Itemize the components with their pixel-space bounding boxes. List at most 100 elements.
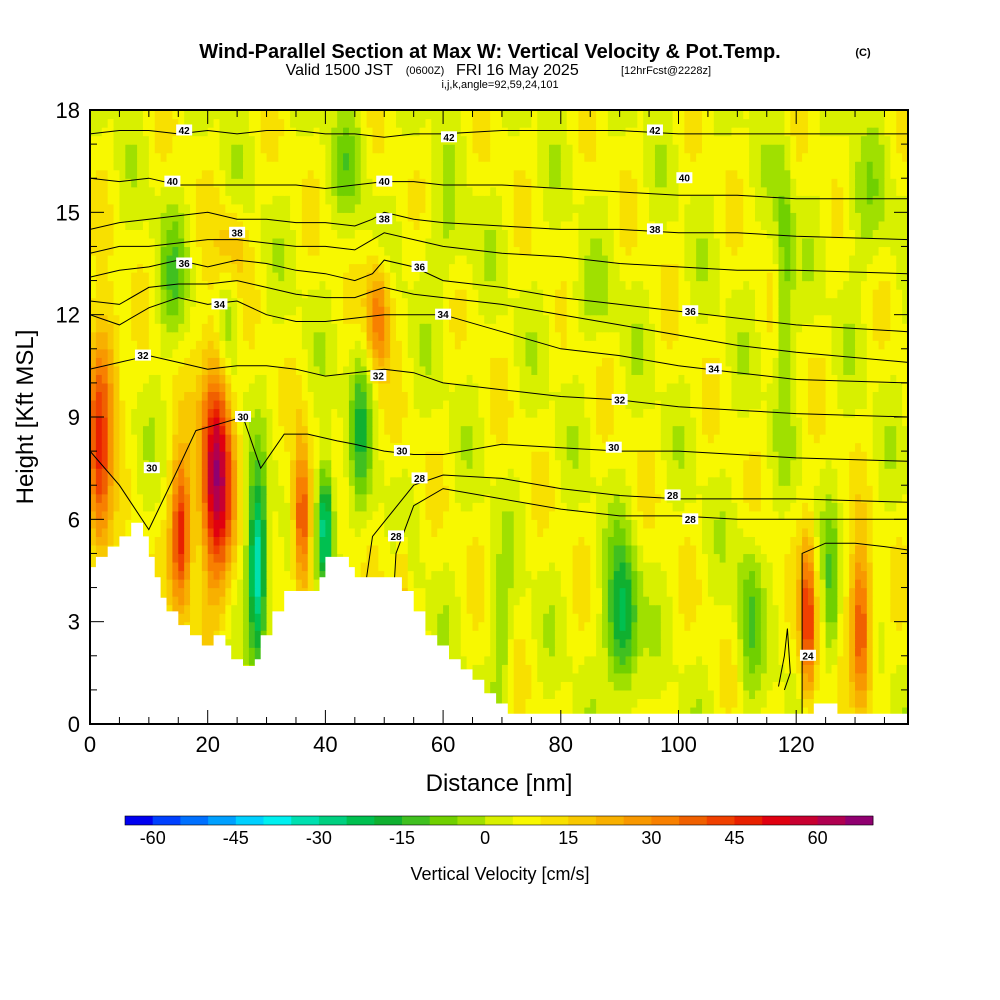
velocity-cell xyxy=(378,527,385,537)
velocity-cell xyxy=(866,468,874,478)
velocity-cell xyxy=(537,493,544,503)
velocity-cell xyxy=(837,459,844,469)
velocity-cell xyxy=(737,493,744,503)
velocity-cell xyxy=(272,519,279,529)
velocity-cell xyxy=(896,493,903,503)
velocity-cell xyxy=(713,638,721,648)
velocity-cell xyxy=(554,698,562,708)
velocity-cell xyxy=(884,604,891,614)
velocity-cell xyxy=(331,476,338,486)
velocity-cell xyxy=(219,613,226,623)
velocity-cell xyxy=(301,417,309,427)
velocity-cell xyxy=(372,570,379,580)
velocity-cell xyxy=(466,468,474,478)
velocity-cell xyxy=(513,596,521,606)
velocity-cell xyxy=(301,493,309,503)
velocity-cell xyxy=(766,672,774,682)
velocity-cell xyxy=(607,664,615,674)
velocity-cell xyxy=(672,502,680,512)
velocity-cell xyxy=(631,698,638,708)
velocity-cell xyxy=(743,561,750,572)
velocity-cell xyxy=(195,553,203,563)
velocity-cell xyxy=(472,561,479,572)
velocity-cell xyxy=(637,502,644,512)
velocity-cell xyxy=(807,536,815,546)
velocity-cell xyxy=(860,689,868,700)
velocity-cell xyxy=(131,476,138,486)
velocity-cell xyxy=(601,647,609,657)
velocity-cell xyxy=(802,536,809,546)
velocity-cell xyxy=(737,485,744,495)
velocity-cell xyxy=(554,493,562,503)
velocity-cell xyxy=(319,485,326,495)
velocity-cell xyxy=(837,510,844,520)
velocity-cell xyxy=(531,596,538,606)
velocity-cell xyxy=(554,425,562,435)
velocity-cell xyxy=(896,451,903,461)
velocity-cell xyxy=(231,536,238,546)
velocity-cell xyxy=(572,553,580,563)
velocity-cell xyxy=(796,570,803,580)
velocity-cell xyxy=(454,434,462,444)
velocity-cell xyxy=(266,536,274,546)
velocity-cell xyxy=(295,561,303,572)
velocity-cell xyxy=(466,502,474,512)
velocity-cell xyxy=(654,417,662,427)
velocity-cell xyxy=(802,476,809,486)
velocity-cell xyxy=(619,630,627,640)
velocity-cell xyxy=(737,425,744,435)
velocity-cell xyxy=(737,689,744,700)
velocity-cell xyxy=(278,561,285,572)
velocity-cell xyxy=(890,664,897,674)
velocity-cell xyxy=(807,459,815,469)
velocity-cell xyxy=(554,655,562,665)
velocity-cell xyxy=(672,579,680,589)
velocity-cell xyxy=(796,459,803,469)
velocity-cell xyxy=(654,459,662,469)
velocity-cell xyxy=(213,630,221,640)
velocity-cell xyxy=(760,672,768,682)
velocity-cell xyxy=(501,502,509,512)
velocity-cell xyxy=(725,621,733,631)
velocity-cell xyxy=(413,561,421,572)
velocity-cell xyxy=(643,417,650,427)
velocity-cell xyxy=(496,630,503,640)
velocity-cell xyxy=(384,519,391,529)
velocity-cell xyxy=(448,468,456,478)
velocity-cell xyxy=(654,570,662,580)
velocity-cell xyxy=(401,459,409,469)
velocity-cell xyxy=(131,485,138,495)
velocity-cell xyxy=(225,442,232,452)
velocity-cell xyxy=(531,442,538,452)
velocity-cell xyxy=(225,502,232,512)
velocity-cell xyxy=(649,672,656,682)
velocity-cell xyxy=(831,425,838,435)
velocity-cell xyxy=(507,502,515,512)
velocity-cell xyxy=(672,638,680,648)
velocity-cell xyxy=(201,638,209,648)
velocity-cell xyxy=(678,587,685,597)
velocity-cell xyxy=(737,476,744,486)
velocity-cell xyxy=(331,527,338,537)
velocity-cell xyxy=(690,442,697,452)
velocity-cell xyxy=(837,527,844,537)
velocity-cell xyxy=(878,553,886,563)
velocity-cell xyxy=(266,587,274,597)
velocity-cell xyxy=(354,527,362,537)
velocity-cell xyxy=(366,459,374,469)
velocity-cell xyxy=(737,570,744,580)
velocity-cell xyxy=(560,493,568,503)
velocity-cell xyxy=(372,434,379,444)
velocity-cell xyxy=(496,698,503,708)
velocity-cell xyxy=(731,493,738,503)
velocity-cell xyxy=(866,587,874,597)
velocity-cell xyxy=(431,561,438,572)
velocity-cell xyxy=(831,544,838,555)
velocity-cell xyxy=(643,425,650,435)
velocity-cell xyxy=(437,638,444,648)
velocity-cell xyxy=(90,468,97,478)
velocity-cell xyxy=(678,485,685,495)
velocity-cell xyxy=(896,630,903,640)
velocity-cell xyxy=(407,527,415,537)
velocity-cell xyxy=(754,442,762,452)
